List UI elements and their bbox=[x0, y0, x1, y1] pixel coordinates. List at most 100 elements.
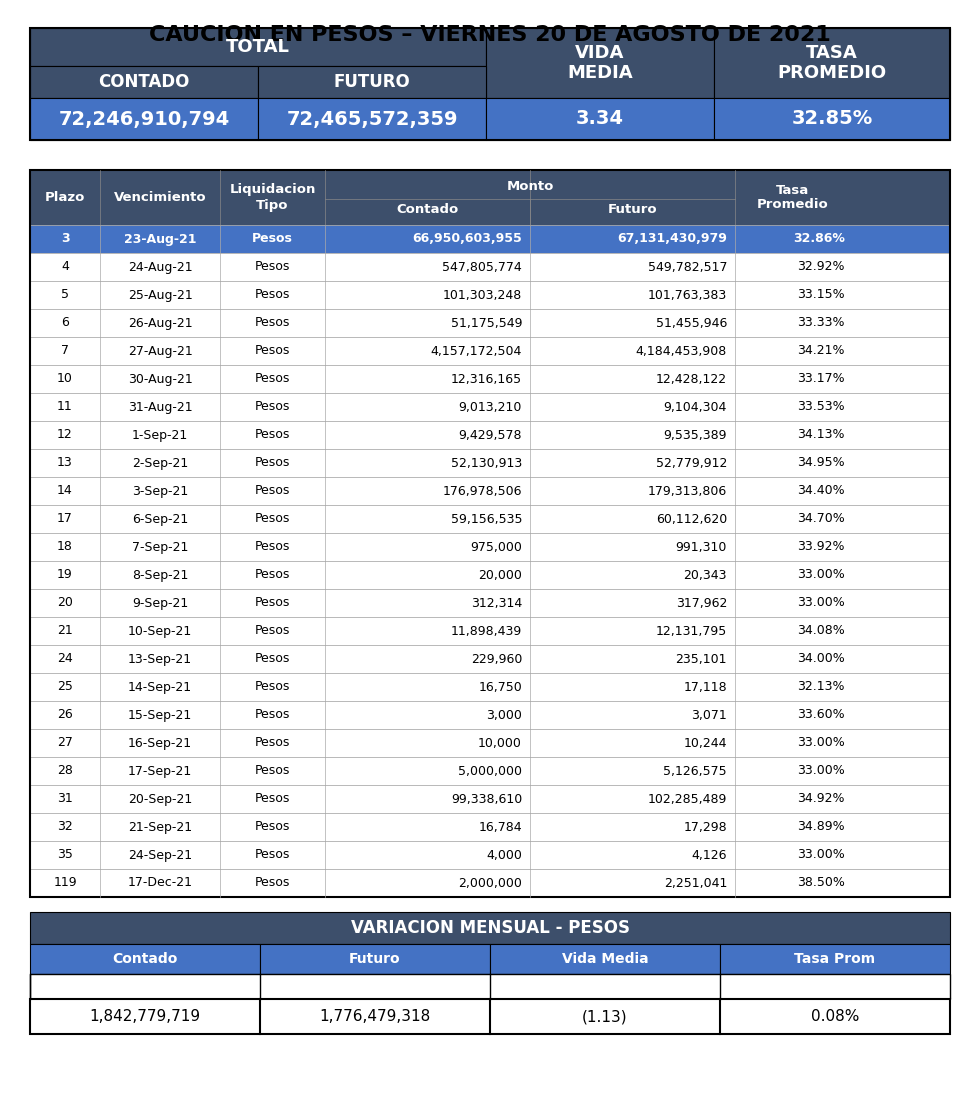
Text: Vida Media: Vida Media bbox=[562, 952, 649, 966]
FancyBboxPatch shape bbox=[30, 421, 950, 449]
Text: 3,000: 3,000 bbox=[486, 708, 522, 722]
Text: 34.92%: 34.92% bbox=[798, 792, 845, 805]
Text: 51,175,549: 51,175,549 bbox=[451, 317, 522, 330]
Text: 1,842,779,719: 1,842,779,719 bbox=[89, 1009, 201, 1024]
Text: 4,126: 4,126 bbox=[692, 848, 727, 861]
Text: Contado: Contado bbox=[396, 204, 459, 216]
Text: Monto: Monto bbox=[507, 180, 554, 192]
FancyBboxPatch shape bbox=[30, 280, 950, 309]
FancyBboxPatch shape bbox=[30, 253, 950, 280]
FancyBboxPatch shape bbox=[30, 869, 950, 896]
FancyBboxPatch shape bbox=[30, 309, 950, 337]
Text: 3-Sep-21: 3-Sep-21 bbox=[132, 484, 188, 497]
Text: 5: 5 bbox=[61, 288, 69, 301]
FancyBboxPatch shape bbox=[30, 477, 950, 505]
Text: 34.89%: 34.89% bbox=[798, 821, 845, 834]
FancyBboxPatch shape bbox=[30, 912, 950, 944]
Text: 33.00%: 33.00% bbox=[798, 737, 845, 749]
Text: 34.95%: 34.95% bbox=[798, 456, 845, 470]
Text: 51,455,946: 51,455,946 bbox=[656, 317, 727, 330]
Text: 975,000: 975,000 bbox=[470, 540, 522, 553]
Text: TOTAL: TOTAL bbox=[226, 39, 290, 56]
FancyBboxPatch shape bbox=[30, 561, 950, 588]
Text: 27: 27 bbox=[57, 737, 73, 749]
Text: 4: 4 bbox=[61, 261, 69, 274]
Text: VARIACION MENSUAL - PESOS: VARIACION MENSUAL - PESOS bbox=[351, 918, 629, 937]
Text: FUTURO: FUTURO bbox=[333, 73, 411, 91]
Text: 21: 21 bbox=[57, 625, 73, 638]
FancyBboxPatch shape bbox=[30, 588, 950, 617]
Text: 99,338,610: 99,338,610 bbox=[451, 792, 522, 805]
FancyBboxPatch shape bbox=[490, 944, 720, 974]
Text: 119: 119 bbox=[53, 877, 76, 890]
Text: 52,130,913: 52,130,913 bbox=[451, 456, 522, 470]
Text: 1,776,479,318: 1,776,479,318 bbox=[319, 1009, 430, 1024]
Text: 25: 25 bbox=[57, 681, 73, 693]
Text: 9,535,389: 9,535,389 bbox=[663, 429, 727, 441]
FancyBboxPatch shape bbox=[30, 534, 950, 561]
Text: Liquidacion
Tipo: Liquidacion Tipo bbox=[229, 184, 316, 211]
Text: 179,313,806: 179,313,806 bbox=[648, 484, 727, 497]
Text: 1-Sep-21: 1-Sep-21 bbox=[132, 429, 188, 441]
Text: CONTADO: CONTADO bbox=[98, 73, 190, 91]
Text: 72,246,910,794: 72,246,910,794 bbox=[59, 110, 229, 129]
Text: Vencimiento: Vencimiento bbox=[114, 191, 207, 204]
Text: 30-Aug-21: 30-Aug-21 bbox=[127, 373, 192, 385]
Text: 17,298: 17,298 bbox=[683, 821, 727, 834]
Text: Pesos: Pesos bbox=[255, 737, 290, 749]
Text: (1.13): (1.13) bbox=[582, 1009, 628, 1024]
Text: Pesos: Pesos bbox=[255, 625, 290, 638]
Text: Pesos: Pesos bbox=[255, 344, 290, 358]
Text: Pesos: Pesos bbox=[255, 288, 290, 301]
Text: Contado: Contado bbox=[113, 952, 177, 966]
Text: 7: 7 bbox=[61, 344, 69, 358]
Text: 10-Sep-21: 10-Sep-21 bbox=[127, 625, 192, 638]
FancyBboxPatch shape bbox=[30, 365, 950, 393]
Text: 35: 35 bbox=[57, 848, 73, 861]
Text: Pesos: Pesos bbox=[255, 792, 290, 805]
Text: 52,779,912: 52,779,912 bbox=[656, 456, 727, 470]
Text: 33.00%: 33.00% bbox=[798, 569, 845, 582]
Text: 176,978,506: 176,978,506 bbox=[443, 484, 522, 497]
Text: Pesos: Pesos bbox=[255, 848, 290, 861]
Text: Pesos: Pesos bbox=[252, 232, 293, 245]
FancyBboxPatch shape bbox=[30, 673, 950, 701]
Text: 32: 32 bbox=[57, 821, 73, 834]
Text: CAUCION EN PESOS – VIERNES 20 DE AGOSTO DE 2021: CAUCION EN PESOS – VIERNES 20 DE AGOSTO … bbox=[149, 25, 831, 45]
Text: 66,950,603,955: 66,950,603,955 bbox=[413, 232, 522, 245]
Text: 312,314: 312,314 bbox=[470, 596, 522, 609]
Text: 17: 17 bbox=[57, 513, 73, 526]
Text: 31: 31 bbox=[57, 792, 73, 805]
Text: Pesos: Pesos bbox=[255, 652, 290, 666]
Text: 34.08%: 34.08% bbox=[798, 625, 845, 638]
Text: 34.70%: 34.70% bbox=[798, 513, 845, 526]
Text: 24-Sep-21: 24-Sep-21 bbox=[128, 848, 192, 861]
Text: Pesos: Pesos bbox=[255, 596, 290, 609]
Text: 9,429,578: 9,429,578 bbox=[459, 429, 522, 441]
Text: 2-Sep-21: 2-Sep-21 bbox=[132, 456, 188, 470]
Text: 20-Sep-21: 20-Sep-21 bbox=[127, 792, 192, 805]
FancyBboxPatch shape bbox=[30, 842, 950, 869]
Text: 317,962: 317,962 bbox=[675, 596, 727, 609]
Text: 229,960: 229,960 bbox=[470, 652, 522, 666]
FancyBboxPatch shape bbox=[30, 757, 950, 785]
Text: 15-Sep-21: 15-Sep-21 bbox=[127, 708, 192, 722]
FancyBboxPatch shape bbox=[258, 66, 486, 98]
Text: 10,000: 10,000 bbox=[478, 737, 522, 749]
Text: 33.00%: 33.00% bbox=[798, 764, 845, 778]
FancyBboxPatch shape bbox=[30, 170, 950, 226]
Text: 33.53%: 33.53% bbox=[798, 400, 845, 414]
FancyBboxPatch shape bbox=[30, 28, 486, 66]
Text: 4,000: 4,000 bbox=[486, 848, 522, 861]
Text: 12,428,122: 12,428,122 bbox=[656, 373, 727, 385]
Text: 6: 6 bbox=[61, 317, 69, 330]
FancyBboxPatch shape bbox=[30, 785, 950, 813]
Text: 72,465,572,359: 72,465,572,359 bbox=[286, 110, 458, 129]
FancyBboxPatch shape bbox=[30, 645, 950, 673]
Text: 12: 12 bbox=[57, 429, 73, 441]
Text: 3: 3 bbox=[61, 232, 70, 245]
FancyBboxPatch shape bbox=[714, 98, 950, 140]
Text: 101,763,383: 101,763,383 bbox=[648, 288, 727, 301]
FancyBboxPatch shape bbox=[30, 999, 950, 1034]
Text: 235,101: 235,101 bbox=[675, 652, 727, 666]
